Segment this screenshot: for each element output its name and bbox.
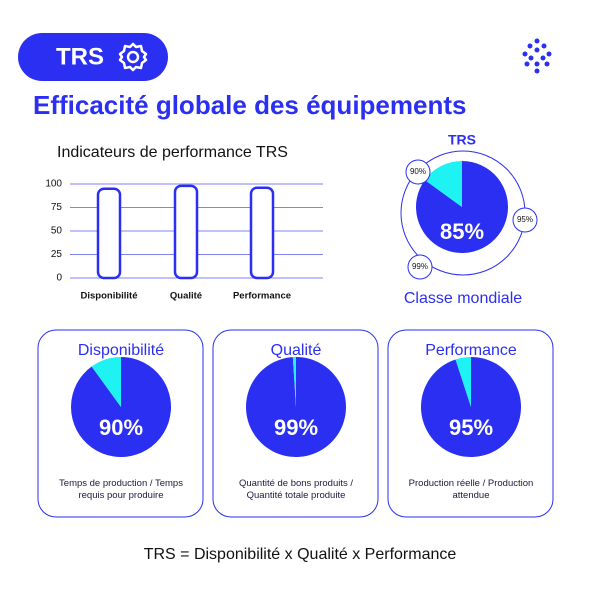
page-title: Efficacité globale des équipements	[33, 90, 466, 120]
badge-text: TRS	[56, 43, 104, 70]
pie-slice	[415, 161, 508, 254]
card-title: Disponibilité	[78, 342, 164, 359]
logo	[522, 38, 552, 74]
bar	[96, 187, 122, 280]
y-tick-label: 0	[56, 273, 62, 284]
bar	[173, 184, 199, 280]
gear-icon	[118, 42, 148, 72]
annotation-bubble	[405, 159, 431, 185]
x-tick-label: Disponibilité	[81, 291, 138, 302]
y-tick-label: 25	[51, 249, 63, 260]
chart-title: TRS	[448, 132, 476, 148]
card-caption: Production réelle / Production attendue	[408, 478, 534, 501]
card-caption: Quantité de bons produits / Quantité tot…	[238, 478, 354, 501]
x-tick-label: Performance	[233, 291, 291, 302]
chart-title: Indicateurs de performance TRS	[57, 144, 288, 161]
pie-slice	[292, 356, 296, 407]
bar	[249, 186, 275, 280]
chart-subtitle: Classe mondiale	[404, 290, 522, 307]
card-title: Performance	[425, 342, 517, 359]
y-tick-label: 50	[51, 226, 63, 237]
x-tick-label: Qualité	[170, 291, 202, 302]
annotation: 90%	[410, 167, 426, 176]
value-label: 90%	[99, 415, 143, 440]
y-tick-label: 75	[51, 202, 63, 213]
card-caption: Temps de production / Temps requis pour …	[59, 478, 183, 501]
annotation: 99%	[412, 262, 428, 271]
pie-slice	[91, 357, 121, 407]
annotation-bubble	[407, 254, 433, 280]
pie-slice	[455, 357, 471, 407]
value-label: 99%	[274, 415, 318, 440]
y-tick-label: 100	[45, 179, 62, 190]
card-title: Qualité	[271, 342, 322, 359]
annotation-bubble	[512, 207, 538, 233]
pie-slice	[421, 357, 522, 457]
pie-slice	[424, 161, 462, 207]
value-label: 85%	[440, 219, 484, 244]
value-label: 95%	[449, 415, 493, 440]
pie-slice	[71, 357, 172, 457]
annotation: 95%	[517, 215, 533, 224]
pie-slice	[245, 357, 346, 457]
formula: TRS = Disponibilité x Qualité x Performa…	[144, 546, 457, 563]
